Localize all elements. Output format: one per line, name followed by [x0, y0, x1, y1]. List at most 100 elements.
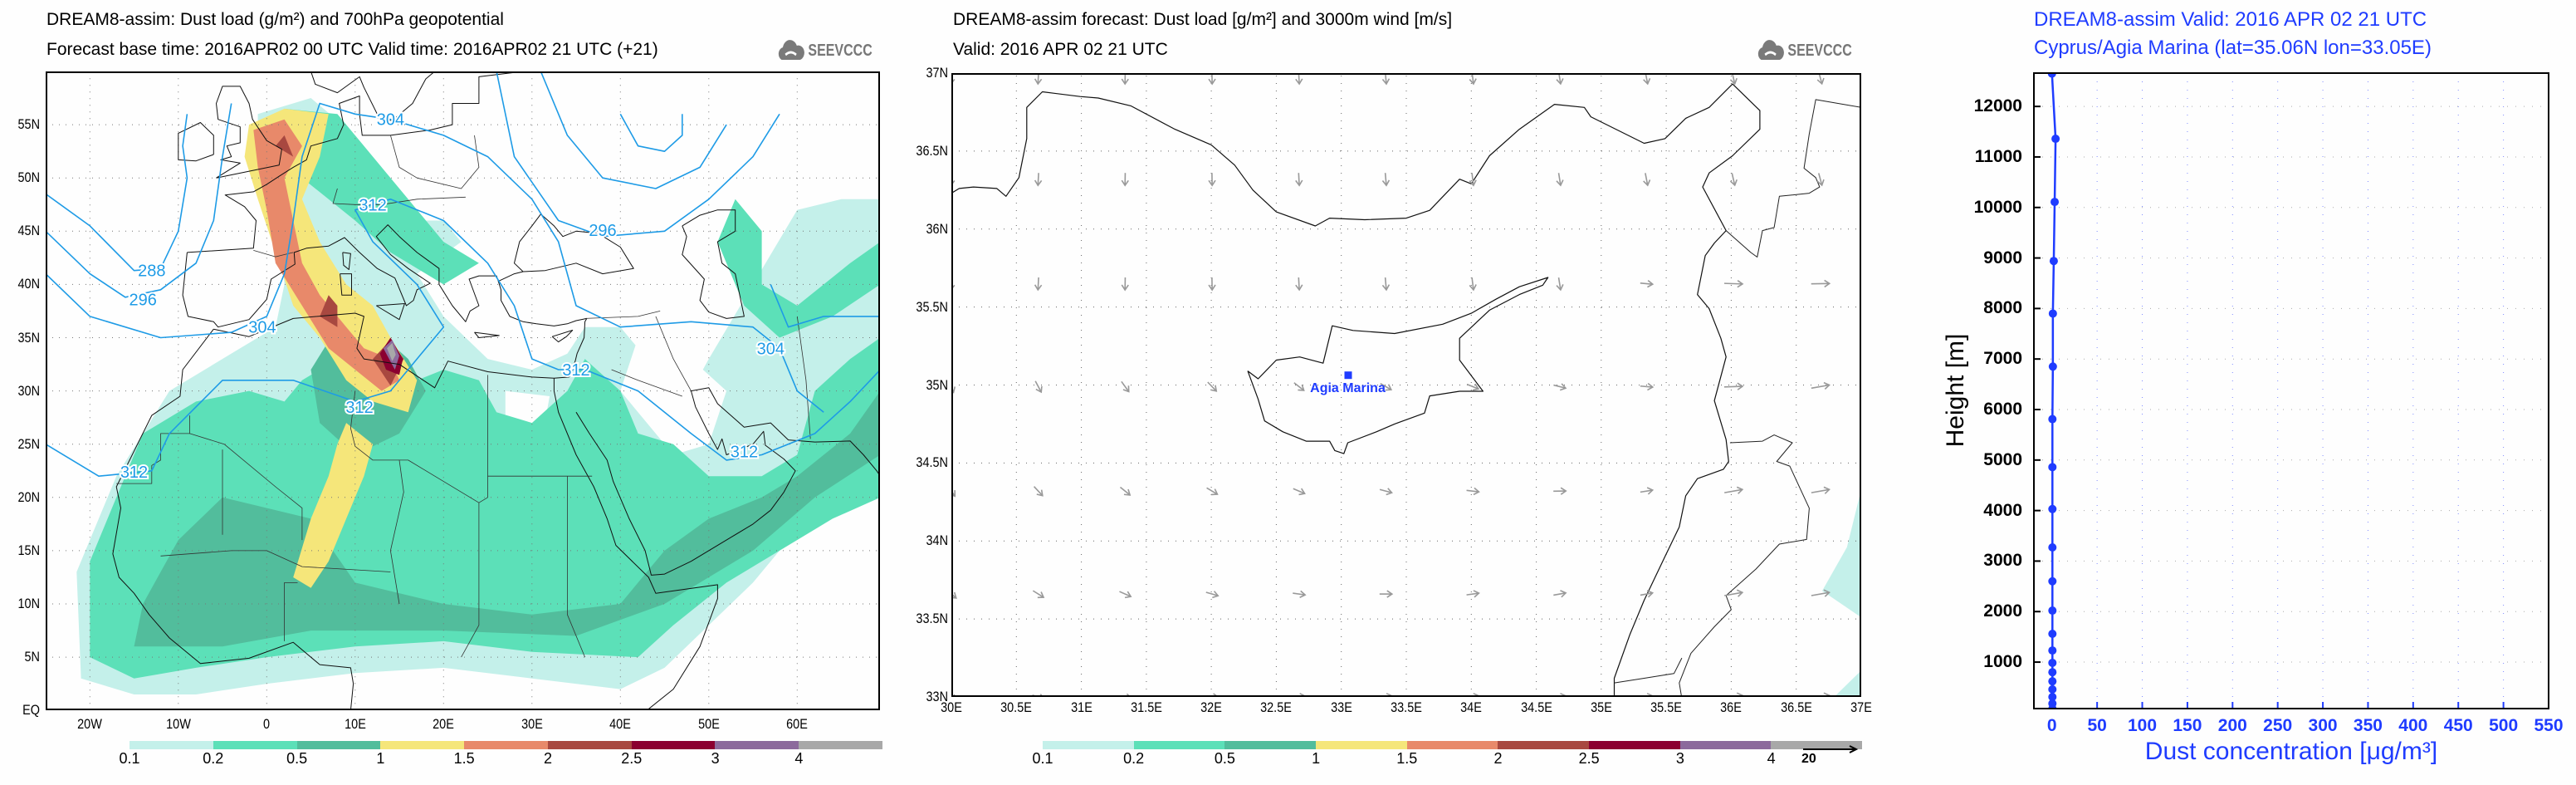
lat-tick-label: EQ: [22, 702, 40, 719]
colorbar-label: 3: [1675, 750, 1684, 767]
wind-arrow-icon: [1640, 280, 1655, 288]
dust-0.5-area: [134, 391, 880, 647]
colorbar-label: 2.5: [1578, 750, 1600, 767]
left-colorbar: [130, 741, 883, 749]
y-tick-label: 2000: [1983, 601, 2022, 621]
colorbar-segment: [715, 741, 799, 749]
lon-tick-label: 33E: [1330, 699, 1352, 715]
wind-arrow-icon: [1469, 173, 1477, 187]
profile-plot: [2034, 73, 2549, 709]
lon-tick-label: 32.5E: [1260, 699, 1293, 715]
lon-tick-label: 36.5E: [1780, 699, 1812, 715]
wind-arrow-icon: [1811, 486, 1831, 494]
lon-tick-label: 20W: [77, 716, 103, 732]
contour-label: 296: [589, 222, 616, 240]
colorbar-label: 3: [711, 750, 720, 767]
middle-logo: SEEVCCC: [1756, 40, 1852, 61]
logo-text: SEEVCCC: [1787, 41, 1852, 60]
wind-arrow-icon: [1723, 382, 1744, 390]
middle-dust-wind-map: Agia Marina: [951, 73, 1861, 697]
wind-arrow-icon: [1379, 488, 1393, 496]
lat-tick-label: 34N: [926, 532, 948, 549]
y-tick-label: 1000: [1983, 652, 2022, 672]
y-tick-label: 6000: [1983, 400, 2022, 419]
lon-tick-label: 34.5E: [1520, 699, 1552, 715]
lat-tick-label: 45N: [17, 223, 40, 239]
middle-map-title: DREAM8-assim forecast: Dust load [g/m²] …: [953, 10, 1453, 29]
lon-tick-label: 36E: [1720, 699, 1743, 715]
y-tick-label: 11000: [1974, 146, 2022, 166]
wind-arrow-icon: [1034, 277, 1043, 292]
coastline: [187, 71, 524, 253]
dust-2-area: [275, 135, 294, 157]
geopotential-contour: [46, 114, 188, 272]
geopotential-contour: [46, 199, 880, 478]
x-tick-label: 300: [2308, 716, 2338, 735]
contour-label: 312: [120, 464, 148, 482]
wind-legend-arrow-icon: [1803, 745, 1859, 753]
profile-title: DREAM8-assim Valid: 2016 APR 02 21 UTC: [2034, 8, 2427, 31]
colorbar-label: 2: [1493, 750, 1503, 767]
lon-tick-label: 60E: [786, 716, 809, 732]
y-tick-label: 10000: [1973, 197, 2022, 217]
contour-label: 304: [248, 319, 276, 337]
coastline: [182, 224, 499, 328]
wind-arrow-icon: [1208, 277, 1216, 292]
contour-label: 312: [731, 444, 758, 462]
wind-arrow-icon: [1119, 591, 1132, 599]
y-tick-label: 7000: [1983, 349, 2022, 369]
x-tick-label: 450: [2443, 716, 2473, 735]
contour-label: 304: [757, 340, 785, 358]
wind-arrow-icon: [1121, 380, 1130, 393]
wind-arrow-icon: [1811, 589, 1831, 597]
lon-tick-label: 10W: [165, 716, 191, 732]
lon-tick-label: 32E: [1200, 699, 1222, 715]
coastline: [575, 387, 880, 576]
x-tick-label: 50: [2087, 716, 2107, 735]
colorbar-segment: [1224, 741, 1317, 749]
x-tick-label: 400: [2398, 716, 2428, 735]
colorbar-segment: [380, 741, 465, 749]
lon-tick-label: 20E: [433, 716, 455, 732]
lon-tick-label: 35E: [1590, 699, 1612, 715]
wind-arrow-icon: [1556, 173, 1564, 187]
wind-arrow-icon: [1379, 590, 1394, 598]
dust-1-area: [244, 108, 418, 413]
profile-point: [2051, 135, 2060, 144]
profile-point: [2049, 257, 2058, 266]
colorbar-segment: [1589, 741, 1680, 749]
profile-point: [2048, 658, 2057, 667]
left-map-title: DREAM8-assim: Dust load (g/m²) and 700hP…: [46, 10, 504, 29]
wind-arrow-icon: [1466, 590, 1480, 598]
contour-label: 312: [562, 361, 589, 380]
dust-0.1-area: [1822, 489, 1861, 618]
lat-tick-label: 34.5N: [916, 454, 948, 471]
lat-tick-label: 37N: [926, 65, 948, 81]
profile-subtitle: Cyprus/Agia Marina (lat=35.06N lon=33.05…: [2034, 37, 2432, 59]
colorbar-segment: [464, 741, 548, 749]
colorbar-label: 0.2: [203, 750, 224, 767]
colorbar-segment: [1043, 741, 1134, 749]
wind-arrow-icon: [1643, 173, 1651, 187]
wind-arrow-icon: [1119, 486, 1132, 496]
colorbar-label: 1.5: [453, 750, 475, 767]
coastline: [474, 331, 500, 338]
wind-arrow-icon: [1729, 173, 1738, 187]
lat-tick-label: 36N: [926, 220, 948, 237]
station-label: Agia Marina: [1310, 381, 1386, 395]
colorbar-segment: [1679, 741, 1772, 749]
colorbar-segment: [547, 741, 632, 749]
colorbar-label: 1: [376, 750, 385, 767]
x-tick-label: 500: [2489, 716, 2519, 735]
lat-tick-label: 55N: [17, 116, 40, 133]
cloud-logo-icon: [1757, 40, 1784, 60]
coastline: [553, 378, 718, 710]
x-tick-labels: 0 50 100 150 200 250 300 350 400 450 500 550: [2034, 716, 2564, 741]
profile-point: [2048, 606, 2057, 616]
dust-1-area: [293, 423, 374, 588]
profile-point: [2048, 668, 2057, 677]
y-tick-label: 4000: [1983, 500, 2022, 520]
lat-tick-label: 5N: [24, 649, 40, 665]
wind-arrow-icon: [1466, 383, 1480, 391]
lat-tick-label: 20N: [17, 488, 40, 505]
